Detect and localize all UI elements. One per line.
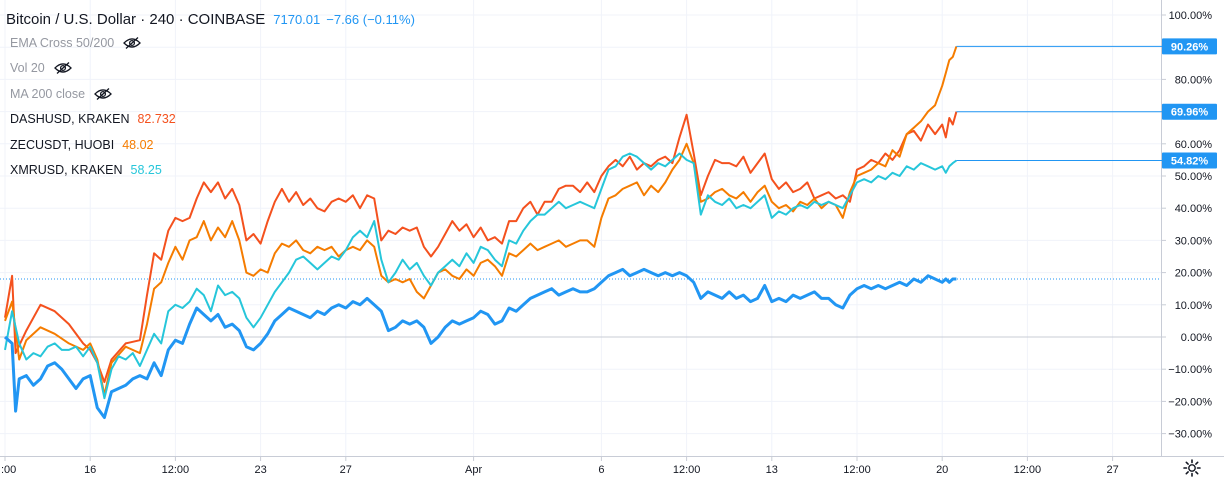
- y-tick-label: −10.00%: [1168, 364, 1212, 376]
- series-line-bitcoin[interactable]: [3, 267, 957, 419]
- eye-hidden-icon[interactable]: [122, 36, 142, 50]
- eye-hidden-icon[interactable]: [53, 61, 73, 75]
- indicator-label: Vol 20: [10, 61, 45, 76]
- x-tick-label: 16: [84, 464, 96, 476]
- x-tick-label: 27: [1106, 464, 1118, 476]
- x-tick-label: 13: [766, 464, 778, 476]
- last-value-badge-label: 90.26%: [1171, 41, 1209, 53]
- price-axis-bg: [1162, 0, 1224, 484]
- x-tick-label: 20: [936, 464, 948, 476]
- x-tick-label: 12:00: [162, 464, 190, 476]
- y-tick-label: 0.00%: [1181, 332, 1212, 344]
- compare-label: XMRUSD, KRAKEN: [10, 163, 123, 178]
- x-tick-label: 27: [340, 464, 352, 476]
- y-tick-label: 100.00%: [1169, 10, 1213, 22]
- gear-icon[interactable]: [1182, 458, 1202, 478]
- series-line-zecusdt[interactable]: [4, 46, 958, 396]
- y-tick-label: −30.00%: [1168, 429, 1212, 441]
- indicator-row[interactable]: MA 200 close: [6, 81, 415, 107]
- y-tick-label: −20.00%: [1168, 396, 1212, 408]
- y-tick-label: 60.00%: [1175, 139, 1213, 151]
- y-tick-label: 80.00%: [1175, 74, 1213, 86]
- eye-hidden-icon[interactable]: [93, 87, 113, 101]
- x-tick-label: 12:00: [1014, 464, 1042, 476]
- compare-value: 58.25: [130, 163, 162, 178]
- compare-value: 48.02: [122, 137, 154, 152]
- x-tick-label: 23: [254, 464, 266, 476]
- last-value-badge-label: 69.96%: [1171, 107, 1209, 119]
- last-value-badge-label: 54.82%: [1171, 155, 1209, 167]
- symbol-header: Bitcoin / U.S. Dollar · 240 · COINBASE 7…: [6, 8, 415, 30]
- compare-row[interactable]: ZECUSDT, HUOBI 48.02: [6, 132, 415, 158]
- y-tick-label: 40.00%: [1175, 203, 1213, 215]
- last-price: 7170.01: [273, 11, 321, 27]
- series-line-dashusd[interactable]: [4, 111, 958, 384]
- x-tick-label: 12:00: [673, 464, 701, 476]
- indicator-label: EMA Cross 50/200: [10, 35, 115, 50]
- last-value-badge: [1162, 103, 1217, 120]
- compare-row[interactable]: DASHUSD, KRAKEN 82.732: [6, 107, 415, 133]
- y-tick-label: 10.00%: [1175, 300, 1213, 312]
- x-tick-label: :00: [1, 464, 16, 476]
- y-tick-label: 50.00%: [1175, 171, 1213, 183]
- x-tick-label: Apr: [465, 464, 482, 476]
- last-value-badge: [1162, 152, 1217, 169]
- compare-value: 82.732: [137, 112, 176, 127]
- symbol-title[interactable]: Bitcoin / U.S. Dollar · 240 · COINBASE: [6, 10, 266, 28]
- compare-label: DASHUSD, KRAKEN: [10, 112, 130, 127]
- y-tick-label: 20.00%: [1175, 268, 1213, 280]
- price-change: −7.66 (−0.11%): [326, 11, 415, 27]
- y-tick-label: 30.00%: [1175, 235, 1213, 247]
- compare-row[interactable]: XMRUSD, KRAKEN 58.25: [6, 158, 415, 184]
- time-axis-bg: [0, 457, 1162, 484]
- indicator-row[interactable]: EMA Cross 50/200: [6, 30, 415, 56]
- x-tick-label: 6: [598, 464, 604, 476]
- last-value-badge: [1162, 38, 1217, 55]
- indicator-label: MA 200 close: [10, 86, 86, 101]
- legend: Bitcoin / U.S. Dollar · 240 · COINBASE 7…: [6, 8, 415, 183]
- compare-label: ZECUSDT, HUOBI: [10, 137, 115, 152]
- x-tick-label: 12:00: [843, 464, 871, 476]
- series-line-xmrusd[interactable]: [4, 152, 957, 400]
- indicator-row[interactable]: Vol 20: [6, 56, 415, 82]
